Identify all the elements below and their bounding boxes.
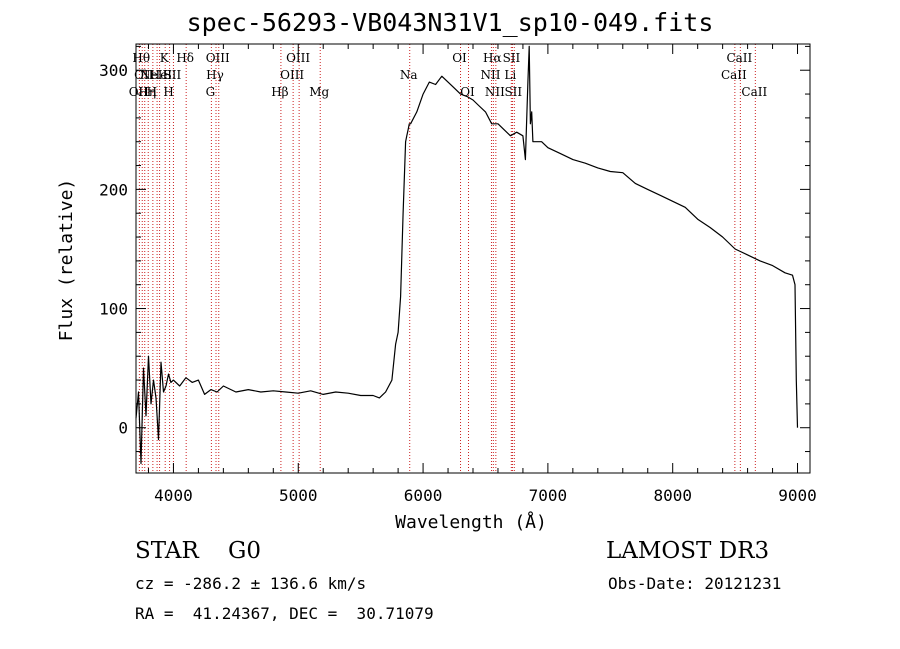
line-marker-label: CaII bbox=[721, 68, 747, 82]
line-marker-label: OIII bbox=[280, 68, 304, 82]
line-marker-label: H bbox=[147, 85, 157, 99]
redshift-readout: cz = -286.2 ± 136.6 km/s bbox=[135, 574, 367, 593]
line-marker-label: OIII bbox=[206, 51, 230, 65]
line-marker-label: NII bbox=[485, 85, 505, 99]
line-marker-label: SII bbox=[503, 51, 521, 65]
line-marker-label: SII bbox=[164, 68, 182, 82]
line-marker-label: Mg bbox=[309, 85, 329, 99]
line-marker-label: CaII bbox=[741, 85, 767, 99]
line-marker-label: Hα bbox=[483, 51, 502, 65]
line-marker-label: G bbox=[206, 85, 216, 99]
x-tick-label: 8000 bbox=[653, 486, 692, 505]
line-marker-label: Hδ bbox=[176, 51, 194, 65]
x-tick-label: 6000 bbox=[404, 486, 443, 505]
object-class: STAR G0 bbox=[135, 538, 262, 564]
line-marker-label: OI bbox=[452, 51, 467, 65]
chart-title: spec-56293-VB043N31V1_sp10-049.fits bbox=[186, 8, 714, 37]
line-marker-label: Hγ bbox=[206, 68, 224, 82]
y-tick-label: 100 bbox=[99, 300, 128, 319]
y-axis-label: Flux (relative) bbox=[56, 179, 77, 342]
line-marker-label: H bbox=[163, 85, 173, 99]
axes: 4000 5000 6000 7000 8000 9000 0 100 200 300 bbox=[99, 44, 817, 505]
line-marker-label: He bbox=[150, 68, 168, 82]
x-tick-label: 4000 bbox=[154, 486, 193, 505]
line-marker-label: OIII bbox=[286, 51, 310, 65]
line-marker-label: Hβ bbox=[271, 85, 288, 99]
x-tick-label: 9000 bbox=[778, 486, 817, 505]
line-marker-label: NII bbox=[480, 68, 500, 82]
spectrum-series bbox=[135, 45, 799, 465]
line-marker-label: NeIII bbox=[140, 68, 172, 82]
y-tick-label: 300 bbox=[99, 61, 128, 80]
line-marker-label: K bbox=[160, 51, 170, 65]
spectrum-line bbox=[135, 45, 799, 465]
plot-frame bbox=[135, 43, 811, 474]
x-tick-label: 7000 bbox=[529, 486, 568, 505]
line-marker-label: SII bbox=[504, 85, 522, 99]
line-marker-label: OII bbox=[129, 85, 149, 99]
line-marker-label: Na bbox=[400, 68, 418, 82]
line-marker-label: CaII bbox=[726, 51, 752, 65]
line-marker-label: OII bbox=[134, 68, 154, 82]
line-markers bbox=[138, 44, 756, 473]
x-tick-label: 5000 bbox=[279, 486, 318, 505]
y-tick-label: 200 bbox=[99, 180, 128, 199]
survey-name: LAMOST DR3 bbox=[606, 538, 770, 564]
line-marker-label: Hη bbox=[138, 85, 156, 99]
obs-date-readout: Obs-Date: 20121231 bbox=[608, 574, 782, 593]
line-marker-label: Li bbox=[504, 68, 516, 82]
line-marker-labels: OIIHθOIIHηHNeIIIHeKHSIIHδGHγOIIIHβOIIIOI… bbox=[129, 51, 768, 99]
x-axis-label: Wavelength (Å) bbox=[395, 511, 547, 533]
line-marker-label: Hθ bbox=[132, 51, 150, 65]
y-tick-label: 0 bbox=[118, 419, 128, 438]
coordinates-readout: RA = 41.24367, DEC = 30.71079 bbox=[135, 604, 434, 623]
